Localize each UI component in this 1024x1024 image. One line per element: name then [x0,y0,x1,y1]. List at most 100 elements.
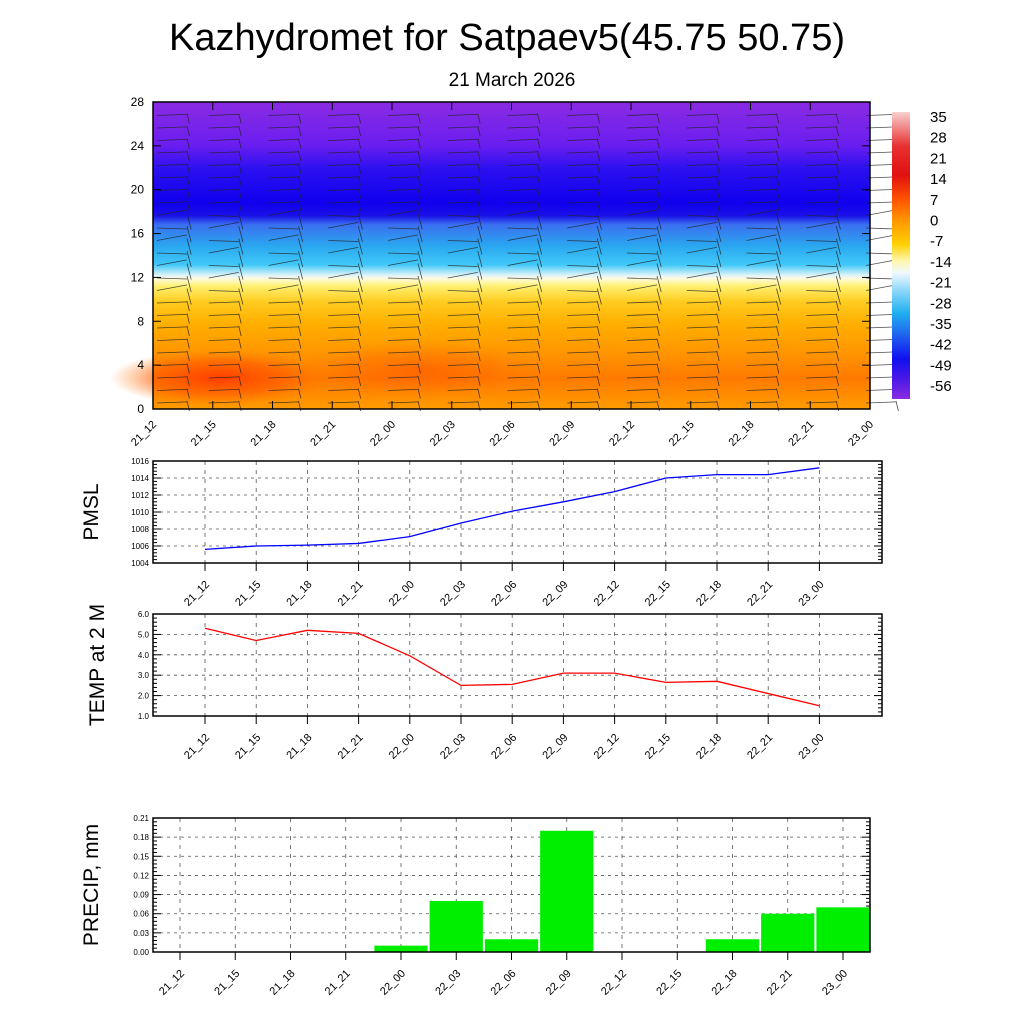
wind-barb [328,215,359,217]
wind-barb [806,240,837,242]
wind-barb [686,272,717,279]
wind-barb [328,189,359,191]
wind-barb [865,364,897,366]
x-tick-label: 22_03 [428,419,458,449]
wind-barb [156,139,188,141]
wind-barb-feather [596,238,602,255]
wind-barb [507,277,538,280]
wind-barb-feather [298,213,304,230]
wind-barb [865,164,897,166]
wind-barb [746,259,777,266]
colorbar-label: -35 [930,316,952,333]
wind-barb-feather [298,138,302,149]
wind-barb [507,139,538,141]
x-tick-label: 22_21 [786,419,816,449]
wind-barb-feather [596,200,601,212]
wind-barb [507,176,538,179]
y-tick-label: 1008 [131,525,149,534]
wind-barb [567,247,598,254]
wind-barb [447,376,478,379]
wind-barb-feather [477,325,481,337]
wind-barb [686,126,717,129]
wind-barb-feather [656,213,662,230]
wind-barb [806,151,837,154]
wind-barb [746,189,777,191]
wind-barb [567,201,598,204]
colorbar-label: 0 [930,213,938,230]
wind-barb-feather [357,213,363,230]
plot-frame [152,613,883,717]
wind-barb-feather [716,238,722,255]
wind-barb-feather [537,300,541,312]
wind-barb-feather [238,163,242,174]
wind-barb-feather [716,325,720,337]
wind-barb-feather [186,288,192,305]
wind-barb [268,234,299,241]
y-tick-label: 3.0 [138,671,150,680]
wind-barb [746,201,777,204]
wind-barb [387,151,419,154]
wind-barb [447,364,478,366]
wind-barb-feather [477,250,483,268]
wind-barb-feather [537,263,543,280]
wind-barb-feather [238,113,242,124]
y-tick-label: 0.12 [133,871,149,880]
wind-barb-feather [186,163,190,174]
wind-barb-feather [186,238,192,255]
colorbar-label: 7 [930,192,938,209]
wind-barb-feather [298,388,302,399]
wind-barb-feather [298,163,302,174]
wind-barb [746,151,777,154]
wind-barb-feather [776,275,782,293]
wind-barb-feather [477,263,483,280]
wind-barb-feather [716,375,720,387]
wind-barb [447,240,478,242]
wind-barb-feather [417,150,421,162]
wind-barb-feather [298,188,302,199]
wind-barb [507,301,538,304]
wind-barb [686,189,717,191]
wind-barb-feather [298,263,304,280]
wind-barb [268,351,299,354]
wind-barb-feather [716,388,720,399]
wind-barb [447,314,478,316]
wind-barb-feather [776,363,780,374]
wind-barb [746,252,777,255]
wind-barb-feather [716,113,720,124]
x-tick-label: 22_00 [368,419,398,449]
wind-barb-feather [537,125,541,137]
wind-barb-feather [835,150,840,162]
wind-barb [268,326,299,329]
wind-barb-feather [656,375,660,387]
wind-barb [387,189,419,191]
plot-frame [152,817,871,953]
wind-barb [447,164,478,166]
wind-barb [328,201,359,204]
wind-barb-feather [298,288,304,305]
wind-barb [387,376,419,379]
wind-barb-feather [776,188,780,199]
wind-barb-feather [596,213,602,230]
colorbar-scale [892,112,910,399]
wind-barb-feather [357,200,362,212]
wind-barb [806,290,837,292]
wind-barb-feather [186,113,190,124]
wind-barb-feather [716,188,720,199]
wind-barb-feather [238,200,242,212]
x-tick-label: 22_21 [765,968,795,998]
wind-barb [447,265,478,267]
wind-barb [387,126,419,129]
wind-barb-feather [357,375,362,387]
wind-barb [626,301,658,304]
x-tick-label: 21_18 [284,579,314,609]
wind-barb-feather [186,150,190,162]
x-tick-label: 22_21 [745,579,775,609]
y-tick-label: 0.21 [133,814,149,823]
wind-barb [507,234,538,241]
wind-barb-feather [357,250,363,268]
wind-barb [208,240,239,242]
wind-barb-feather [716,313,720,324]
wind-barb-feather [186,350,190,362]
wind-barb [746,376,777,379]
wind-barb [626,201,658,204]
